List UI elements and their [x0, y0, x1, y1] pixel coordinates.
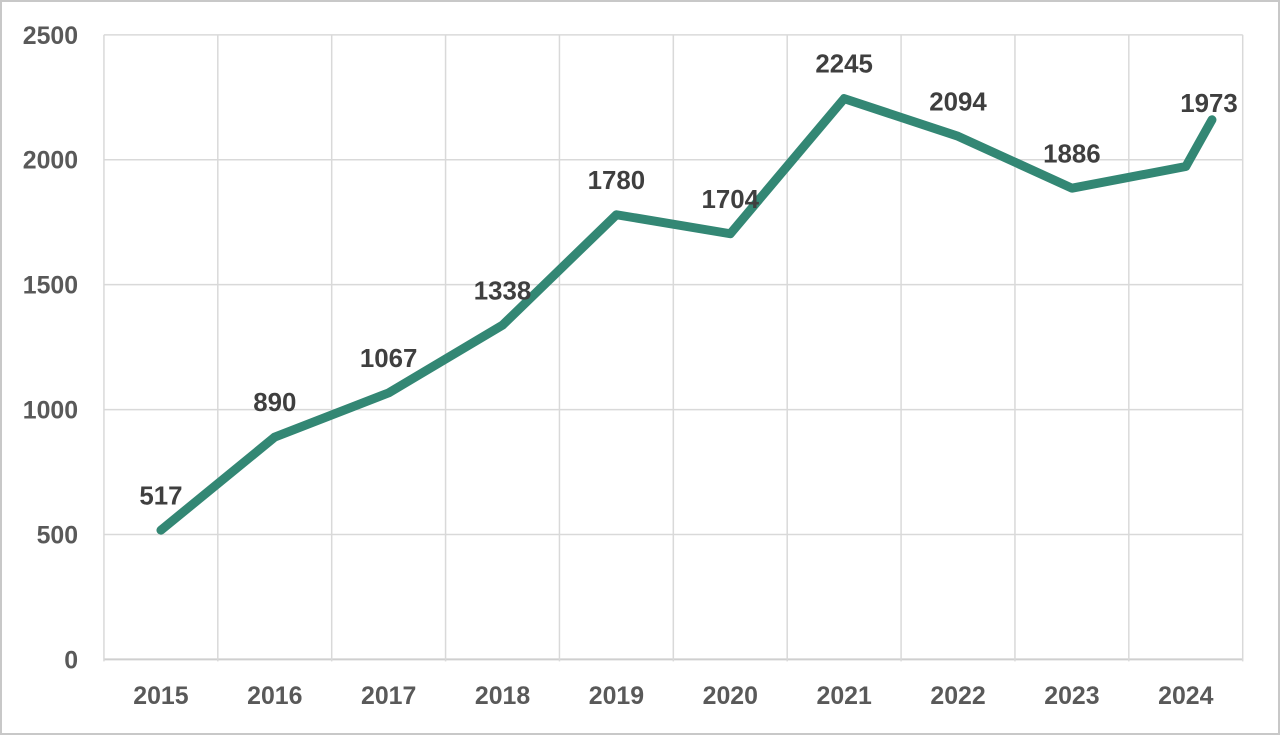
y-axis-tick-label: 500: [37, 521, 78, 549]
x-axis-tick-label: 2015: [133, 682, 188, 710]
x-axis-tick-label: 2024: [1158, 682, 1213, 710]
x-axis-tick-label: 2023: [1044, 682, 1099, 710]
x-axis-tick-label: 2017: [361, 682, 416, 710]
x-axis-tick-label: 2016: [247, 682, 302, 710]
data-label: 517: [139, 482, 182, 510]
data-label: 2245: [815, 51, 873, 79]
y-axis-tick-label: 1500: [23, 272, 78, 300]
y-axis-tick-label: 1000: [23, 397, 78, 425]
data-label: 890: [253, 389, 296, 417]
data-label: 1704: [702, 186, 760, 214]
data-label: 1067: [360, 345, 418, 373]
data-label: 2094: [929, 88, 987, 116]
x-axis-tick-label: 2021: [817, 682, 872, 710]
y-axis-tick-label: 0: [64, 646, 78, 674]
data-label: 1338: [474, 277, 532, 305]
x-axis-tick-label: 2019: [589, 682, 644, 710]
x-axis-tick-label: 2020: [703, 682, 758, 710]
y-axis-tick-label: 2500: [23, 22, 78, 50]
x-axis-tick-label: 2018: [475, 682, 530, 710]
series-line: [156, 94, 1217, 535]
x-axis-tick-label: 2022: [930, 682, 985, 710]
y-axis-tick-label: 2000: [23, 147, 78, 175]
data-label: 1886: [1043, 140, 1100, 168]
data-label: 1780: [588, 167, 646, 195]
data-label: 1973: [1180, 90, 1238, 118]
